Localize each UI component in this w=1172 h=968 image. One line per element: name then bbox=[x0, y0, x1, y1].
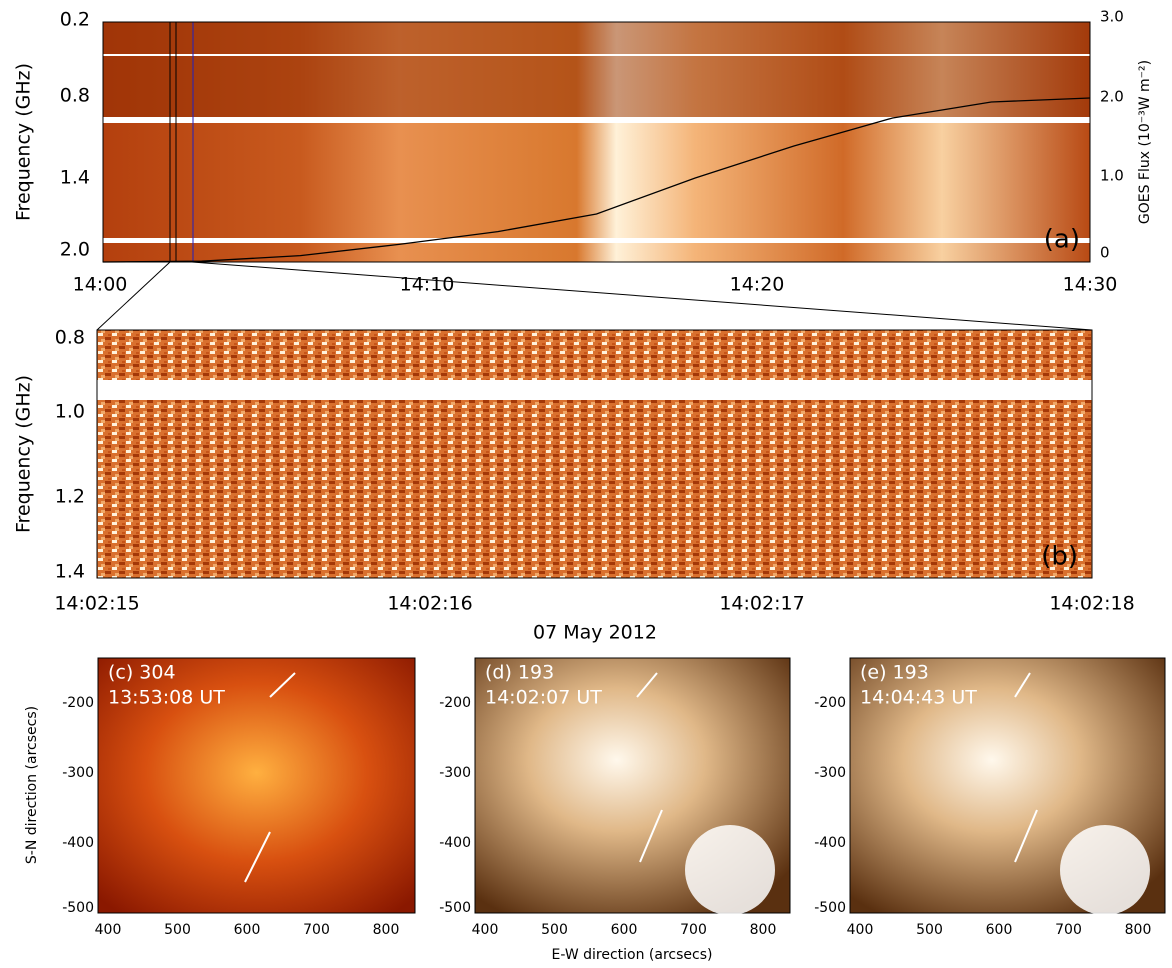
y-tick-label: -200 bbox=[439, 695, 471, 711]
x-tick-label: 14:02:17 bbox=[719, 593, 804, 615]
image-label: (d) 193 bbox=[485, 662, 554, 684]
spectrogram-a bbox=[103, 22, 1090, 262]
y-tick-label: 0.2 bbox=[60, 9, 90, 31]
gap-band bbox=[103, 54, 1090, 56]
y-tick-label: -500 bbox=[814, 900, 846, 916]
y-axis-label: Frequency (GHz) bbox=[13, 63, 35, 221]
image-time: 14:02:07 UT bbox=[485, 687, 602, 709]
gap-band bbox=[103, 117, 1090, 123]
y-axis-label: Frequency (GHz) bbox=[13, 375, 35, 533]
x-tick-label: 600 bbox=[234, 922, 261, 938]
y-tick-label: 1.4 bbox=[55, 561, 85, 583]
x-tick-label: 14:20 bbox=[730, 274, 785, 296]
y2-tick-label: 3.0 bbox=[1100, 8, 1124, 26]
bright-region bbox=[685, 825, 775, 915]
y-tick-label: 1.0 bbox=[55, 401, 85, 423]
x-tick-label: 14:02:15 bbox=[54, 593, 139, 615]
panel-label: (a) bbox=[1044, 225, 1080, 255]
x-tick-label: 600 bbox=[611, 922, 638, 938]
spectrogram-b bbox=[97, 330, 1092, 578]
y-tick-label: 1.2 bbox=[55, 486, 85, 508]
y2-tick-label: 0 bbox=[1100, 244, 1110, 262]
y-tick-label: -400 bbox=[439, 835, 471, 851]
arrows bbox=[244, 672, 1038, 883]
y-tick-label: 0.8 bbox=[60, 85, 90, 107]
gap-band bbox=[97, 380, 1092, 400]
x-tick-label: 14:02:18 bbox=[1049, 593, 1134, 615]
image-label: (c) 304 bbox=[108, 662, 176, 684]
y-tick-label: 2.0 bbox=[60, 239, 90, 261]
x-tick-label: 14:10 bbox=[400, 274, 455, 296]
y-tick-label: -300 bbox=[439, 765, 471, 781]
x-tick-label: 700 bbox=[303, 922, 330, 938]
x-tick-label: 800 bbox=[750, 922, 777, 938]
x-tick-label: 700 bbox=[1055, 922, 1082, 938]
y-tick-label: -500 bbox=[62, 900, 94, 916]
x-tick-label: 14:30 bbox=[1063, 274, 1118, 296]
x-tick-label: 800 bbox=[373, 922, 400, 938]
x-tick-label: 800 bbox=[1125, 922, 1152, 938]
x-axis-label: E-W direction (arcsecs) bbox=[552, 947, 713, 963]
y2-tick-label: 1.0 bbox=[1100, 167, 1124, 185]
zoom-line bbox=[96, 261, 171, 331]
y-tick-label: 1.4 bbox=[60, 167, 90, 189]
x-tick-label: 700 bbox=[680, 922, 707, 938]
image-label: (e) 193 bbox=[860, 662, 929, 684]
y2-axis-label: GOES Flux (10⁻³W m⁻²) bbox=[1137, 60, 1153, 224]
zoom-line bbox=[191, 261, 1093, 331]
gap-band bbox=[103, 238, 1090, 243]
frame bbox=[102, 21, 1091, 263]
x-tick-label: 500 bbox=[164, 922, 191, 938]
band-shade bbox=[103, 22, 1090, 117]
image-time: 13:53:08 UT bbox=[108, 687, 225, 709]
y-tick-label: -200 bbox=[62, 695, 94, 711]
x-tick-label: 600 bbox=[986, 922, 1013, 938]
y-tick-label: 0.8 bbox=[55, 327, 85, 349]
y-tick-label: -300 bbox=[814, 765, 846, 781]
x-tick-label: 500 bbox=[916, 922, 943, 938]
y-tick-label: -200 bbox=[814, 695, 846, 711]
x-tick-label: 14:00 bbox=[73, 274, 128, 296]
y-tick-label: -400 bbox=[814, 835, 846, 851]
image-c bbox=[97, 657, 416, 914]
x-tick-label: 500 bbox=[541, 922, 568, 938]
bright-region bbox=[1060, 825, 1150, 915]
y2-tick-label: 2.0 bbox=[1100, 88, 1124, 106]
x-tick-label: 14:02:16 bbox=[387, 593, 472, 615]
date-label: 07 May 2012 bbox=[533, 622, 657, 644]
y-axis-label: S-N direction (arcsecs) bbox=[24, 706, 40, 864]
y-tick-label: -300 bbox=[62, 765, 94, 781]
goes-curve bbox=[102, 97, 1091, 263]
frame bbox=[96, 329, 1093, 579]
x-tick-label: 400 bbox=[472, 922, 499, 938]
y-tick-label: -500 bbox=[439, 900, 471, 916]
x-tick-label: 400 bbox=[847, 922, 874, 938]
image-time: 14:04:43 UT bbox=[860, 687, 977, 709]
panel-label: (b) bbox=[1041, 542, 1078, 572]
x-tick-label: 400 bbox=[95, 922, 122, 938]
y-tick-label: -400 bbox=[62, 835, 94, 851]
